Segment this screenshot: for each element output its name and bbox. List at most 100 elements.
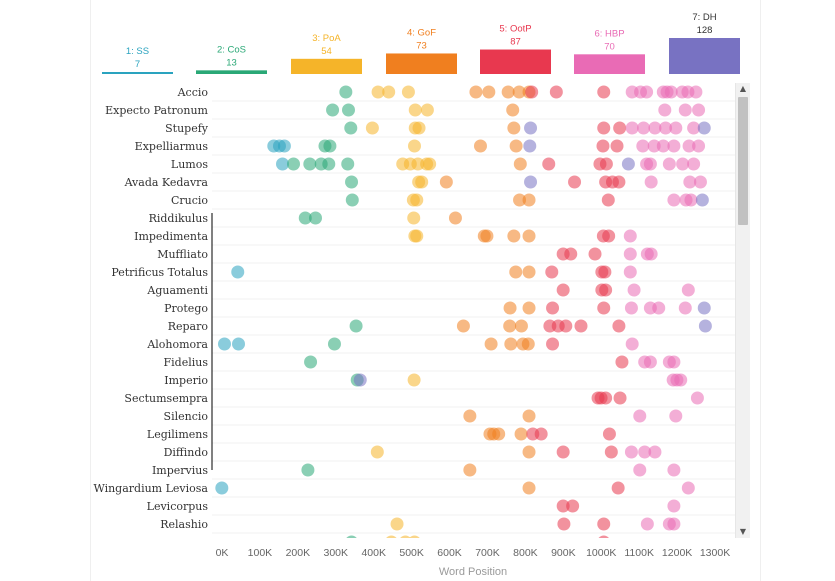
spell-point[interactable] [623,247,637,261]
spell-point[interactable] [513,193,527,207]
spell-point[interactable] [410,193,424,207]
spell-point[interactable] [611,481,625,495]
spell-row[interactable]: Lumos [171,157,735,174]
spell-point[interactable] [412,121,426,135]
spell-point[interactable] [276,157,290,171]
spell-point[interactable] [681,481,695,495]
spell-point[interactable] [326,103,340,117]
spell-point[interactable] [588,247,602,261]
spell-point[interactable] [623,265,637,279]
spell-row[interactable]: Legilimens [147,427,735,444]
spell-point[interactable] [669,121,683,135]
spell-point[interactable] [643,355,657,369]
spell-point[interactable] [523,139,537,153]
spell-point[interactable] [693,175,707,189]
spell-point[interactable] [504,337,518,351]
spell-point[interactable] [456,319,470,333]
scroll-up-icon[interactable]: ▲ [739,84,747,93]
spell-row[interactable]: Accio [177,85,735,102]
spell-point[interactable] [625,337,639,351]
spell-point[interactable] [507,121,521,135]
spell-point[interactable] [664,85,678,99]
spell-point[interactable] [556,445,570,459]
spell-point[interactable] [408,535,421,549]
spell-point[interactable] [684,193,698,207]
spell-point[interactable] [697,121,711,135]
spell-point[interactable] [341,103,355,117]
spell-point[interactable] [309,211,323,225]
spell-point[interactable] [633,409,647,423]
spell-row[interactable]: Muffliato [157,247,735,264]
spell-point[interactable] [633,463,647,477]
spell-point[interactable] [623,229,637,243]
spell-point[interactable] [399,535,412,549]
spell-point[interactable] [448,211,462,225]
spell-point[interactable] [597,85,611,99]
spell-point[interactable] [659,121,673,135]
spell-point[interactable] [525,85,539,99]
spell-point[interactable] [345,193,359,207]
spell-point[interactable] [408,103,422,117]
spell-row[interactable]: Aguamenti [146,283,735,300]
spell-point[interactable] [345,175,359,189]
spell-point[interactable] [652,301,666,315]
spell-point[interactable] [637,121,651,135]
spell-point[interactable] [323,139,337,153]
spell-point[interactable] [604,445,618,459]
spell-point[interactable] [695,193,709,207]
spell-point[interactable] [667,193,681,207]
spell-point[interactable] [644,247,658,261]
spell-point[interactable] [390,517,404,531]
spell-point[interactable] [507,229,521,243]
spell-point[interactable] [599,391,613,405]
spell-point[interactable] [669,409,683,423]
spell-point[interactable] [480,229,494,243]
spell-point[interactable] [621,157,635,171]
spell-row[interactable]: Silencio [164,409,735,426]
spell-point[interactable] [678,103,692,117]
spell-row[interactable]: Relashio [160,517,735,534]
spell-point[interactable] [407,373,421,387]
book-bar-1-ss[interactable] [102,72,173,74]
spell-point[interactable] [599,157,613,171]
spell-point[interactable] [597,535,610,549]
vertical-scrollbar[interactable]: ▲ ▼ [735,83,750,538]
spell-point[interactable] [423,157,437,171]
spell-point[interactable] [492,427,506,441]
spell-row[interactable]: Crucio [171,193,735,210]
spell-row[interactable]: Expelliarmus [135,139,735,156]
spell-point[interactable] [522,265,536,279]
spell-row[interactable]: Protego [164,301,735,318]
spell-point[interactable] [564,247,578,261]
spell-point[interactable] [549,85,563,99]
spell-point[interactable] [522,301,536,315]
spell-point[interactable] [542,157,556,171]
spell-point[interactable] [484,337,498,351]
spell-point[interactable] [522,193,536,207]
plot-area[interactable]: Accio Expecto Patronum Stupefy Expelliarmus… [93,85,735,552]
spell-point[interactable] [410,229,424,243]
spell-point[interactable] [648,121,662,135]
spell-point[interactable] [407,211,421,225]
spell-point[interactable] [522,409,536,423]
spell-point[interactable] [463,409,477,423]
spell-point[interactable] [546,337,560,351]
spell-point[interactable] [327,337,341,351]
spell-point[interactable] [557,517,571,531]
spell-point[interactable] [513,157,527,171]
spell-point[interactable] [522,445,536,459]
spell-point[interactable] [469,85,483,99]
spell-point[interactable] [407,139,421,153]
spell-point[interactable] [674,373,688,387]
spell-point[interactable] [463,463,477,477]
spell-point[interactable] [382,85,396,99]
spell-point[interactable] [534,427,548,441]
spell-point[interactable] [636,139,650,153]
spell-point[interactable] [647,139,661,153]
spell-point[interactable] [662,157,676,171]
spell-point[interactable] [566,499,580,513]
scroll-down-icon[interactable]: ▼ [739,527,747,536]
spell-point[interactable] [524,121,538,135]
spell-point[interactable] [612,175,626,189]
spell-point[interactable] [596,139,610,153]
